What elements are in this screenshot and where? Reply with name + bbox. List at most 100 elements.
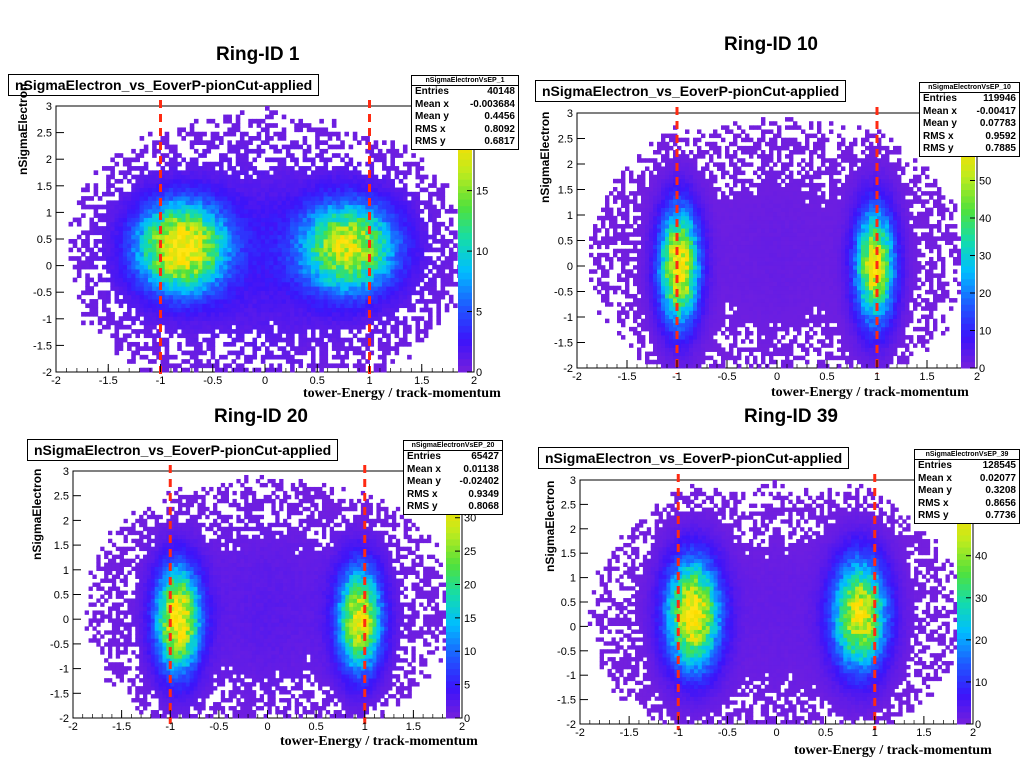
heatmap-cell	[173, 286, 178, 291]
heatmap-cell	[310, 183, 316, 188]
heatmap-cell	[156, 350, 161, 356]
heatmap-cell	[373, 367, 379, 373]
heatmap-cell	[306, 157, 312, 163]
heatmap-cell	[681, 211, 686, 217]
heatmap-cell	[181, 264, 186, 270]
heatmap-cell	[689, 326, 694, 332]
heatmap-cell	[402, 324, 408, 330]
heatmap-cell	[436, 294, 441, 300]
heatmap-cell	[419, 217, 425, 223]
heatmap-cell	[156, 299, 161, 304]
heatmap-cell	[202, 277, 207, 283]
heatmap-cell	[298, 187, 304, 193]
heatmap-cell	[685, 195, 690, 200]
heatmap-cell	[256, 213, 262, 218]
heatmap-cell	[110, 277, 115, 283]
color-scale-band	[458, 152, 472, 160]
heatmap-cell	[356, 213, 362, 218]
heatmap-cell	[673, 187, 678, 192]
heatmap-cell	[189, 204, 195, 210]
heatmap-cell	[164, 303, 170, 309]
heatmap-cell	[390, 213, 395, 218]
heatmap-cell	[244, 367, 249, 373]
heatmap-cell	[369, 166, 375, 171]
heatmap-cell	[613, 228, 618, 233]
heatmap-cell	[689, 182, 694, 188]
heatmap-cell	[633, 191, 638, 196]
heatmap-cell	[106, 299, 111, 304]
heatmap-cell	[609, 215, 614, 221]
heatmap-cell	[273, 230, 278, 236]
heatmap-cell	[344, 221, 349, 227]
heatmap-cell	[609, 285, 614, 291]
heatmap-cell	[256, 333, 262, 339]
heatmap-cell	[593, 261, 598, 266]
heatmap-cell	[231, 144, 237, 150]
heatmap-cell	[649, 335, 654, 340]
heatmap-cell	[419, 247, 425, 253]
heatmap-cell	[331, 341, 337, 347]
heatmap-cell	[143, 230, 149, 236]
heatmap-cell	[701, 207, 706, 213]
heatmap-cell	[127, 204, 132, 210]
heatmap-cell	[85, 247, 90, 253]
heatmap-cell	[365, 230, 370, 236]
heatmap-cell	[419, 269, 425, 274]
heatmap-cell	[164, 191, 170, 197]
heatmap-cell	[633, 293, 638, 299]
heatmap-cell	[701, 293, 706, 299]
heatmap-cell	[302, 290, 308, 296]
heatmap-cell	[386, 311, 391, 317]
heatmap-cell	[344, 204, 349, 210]
heatmap-cell	[386, 183, 391, 188]
heatmap-cell	[336, 217, 341, 223]
heatmap-cell	[164, 131, 170, 137]
heatmap-cell	[453, 243, 458, 248]
heatmap-cell	[244, 153, 249, 158]
heatmap-cell	[315, 208, 320, 214]
heatmap-cell	[677, 195, 682, 200]
heatmap-cell	[135, 290, 140, 296]
heatmap-cell	[705, 310, 710, 315]
heatmap-cell	[386, 208, 391, 214]
heatmap-cell	[131, 354, 136, 360]
heatmap-cell	[365, 208, 370, 214]
heatmap-cell	[319, 307, 324, 313]
heatmap-cell	[617, 195, 622, 200]
heatmap-cell	[693, 335, 698, 340]
heatmap-cell	[319, 174, 324, 180]
heatmap-cell	[265, 277, 270, 283]
heatmap-cell	[252, 320, 258, 326]
heatmap-cell	[68, 256, 74, 261]
heatmap-cell	[386, 191, 391, 197]
heatmap-cell	[227, 307, 232, 313]
heatmap-cell	[323, 148, 329, 154]
heatmap-cell	[97, 316, 103, 321]
heatmap-cell	[269, 367, 274, 373]
heatmap-cell	[152, 299, 157, 304]
heatmap-cell	[185, 183, 191, 188]
heatmap-cell	[118, 320, 124, 326]
heatmap-cell	[629, 343, 634, 348]
heatmap-cell	[693, 195, 698, 200]
heatmap-cell	[340, 221, 345, 227]
heatmap-cell	[160, 286, 166, 291]
heatmap-cell	[294, 140, 299, 146]
heatmap-cell	[147, 234, 153, 240]
heatmap-cell	[164, 277, 170, 283]
heatmap-cell	[156, 290, 161, 296]
heatmap-cell	[118, 200, 124, 206]
heatmap-cell	[705, 277, 710, 283]
heatmap-cell	[93, 208, 99, 214]
heatmap-cell	[402, 277, 408, 283]
heatmap-cell	[260, 170, 266, 176]
heatmap-cell	[131, 277, 136, 283]
heatmap-cell	[139, 166, 145, 171]
heatmap-cell	[344, 277, 349, 283]
heatmap-cell	[93, 204, 99, 210]
heatmap-cell	[294, 144, 299, 150]
heatmap-cell	[373, 256, 379, 261]
heatmap-cell	[269, 178, 274, 184]
heatmap-cell	[106, 221, 111, 227]
heatmap-cell	[281, 136, 287, 141]
